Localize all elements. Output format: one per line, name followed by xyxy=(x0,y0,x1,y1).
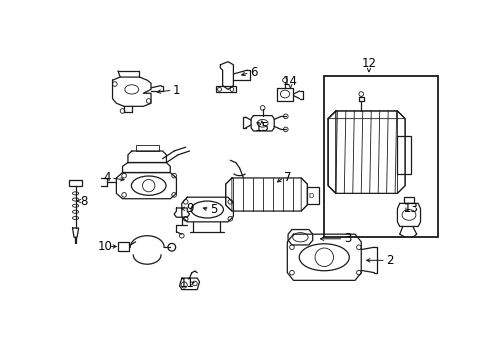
Bar xyxy=(217,86,236,93)
Bar xyxy=(136,145,159,151)
Bar xyxy=(404,197,415,203)
Bar xyxy=(397,136,411,174)
Text: 1: 1 xyxy=(172,84,180,97)
Text: 11: 11 xyxy=(180,277,195,290)
Text: 15: 15 xyxy=(254,121,270,134)
Text: 12: 12 xyxy=(362,58,376,71)
Text: 14: 14 xyxy=(283,75,298,88)
Text: 13: 13 xyxy=(404,202,419,215)
Text: 5: 5 xyxy=(210,203,217,216)
Text: 3: 3 xyxy=(343,232,351,245)
Text: 2: 2 xyxy=(386,254,393,267)
Text: D: D xyxy=(309,193,314,199)
Bar xyxy=(307,187,319,204)
Text: 8: 8 xyxy=(80,194,88,208)
Text: 6: 6 xyxy=(250,66,257,79)
Text: 4: 4 xyxy=(103,171,111,184)
Bar xyxy=(118,242,129,251)
Text: 9: 9 xyxy=(186,202,193,215)
Bar xyxy=(69,180,82,186)
Text: 10: 10 xyxy=(98,240,112,253)
Bar xyxy=(324,76,438,237)
Text: 7: 7 xyxy=(284,171,292,184)
